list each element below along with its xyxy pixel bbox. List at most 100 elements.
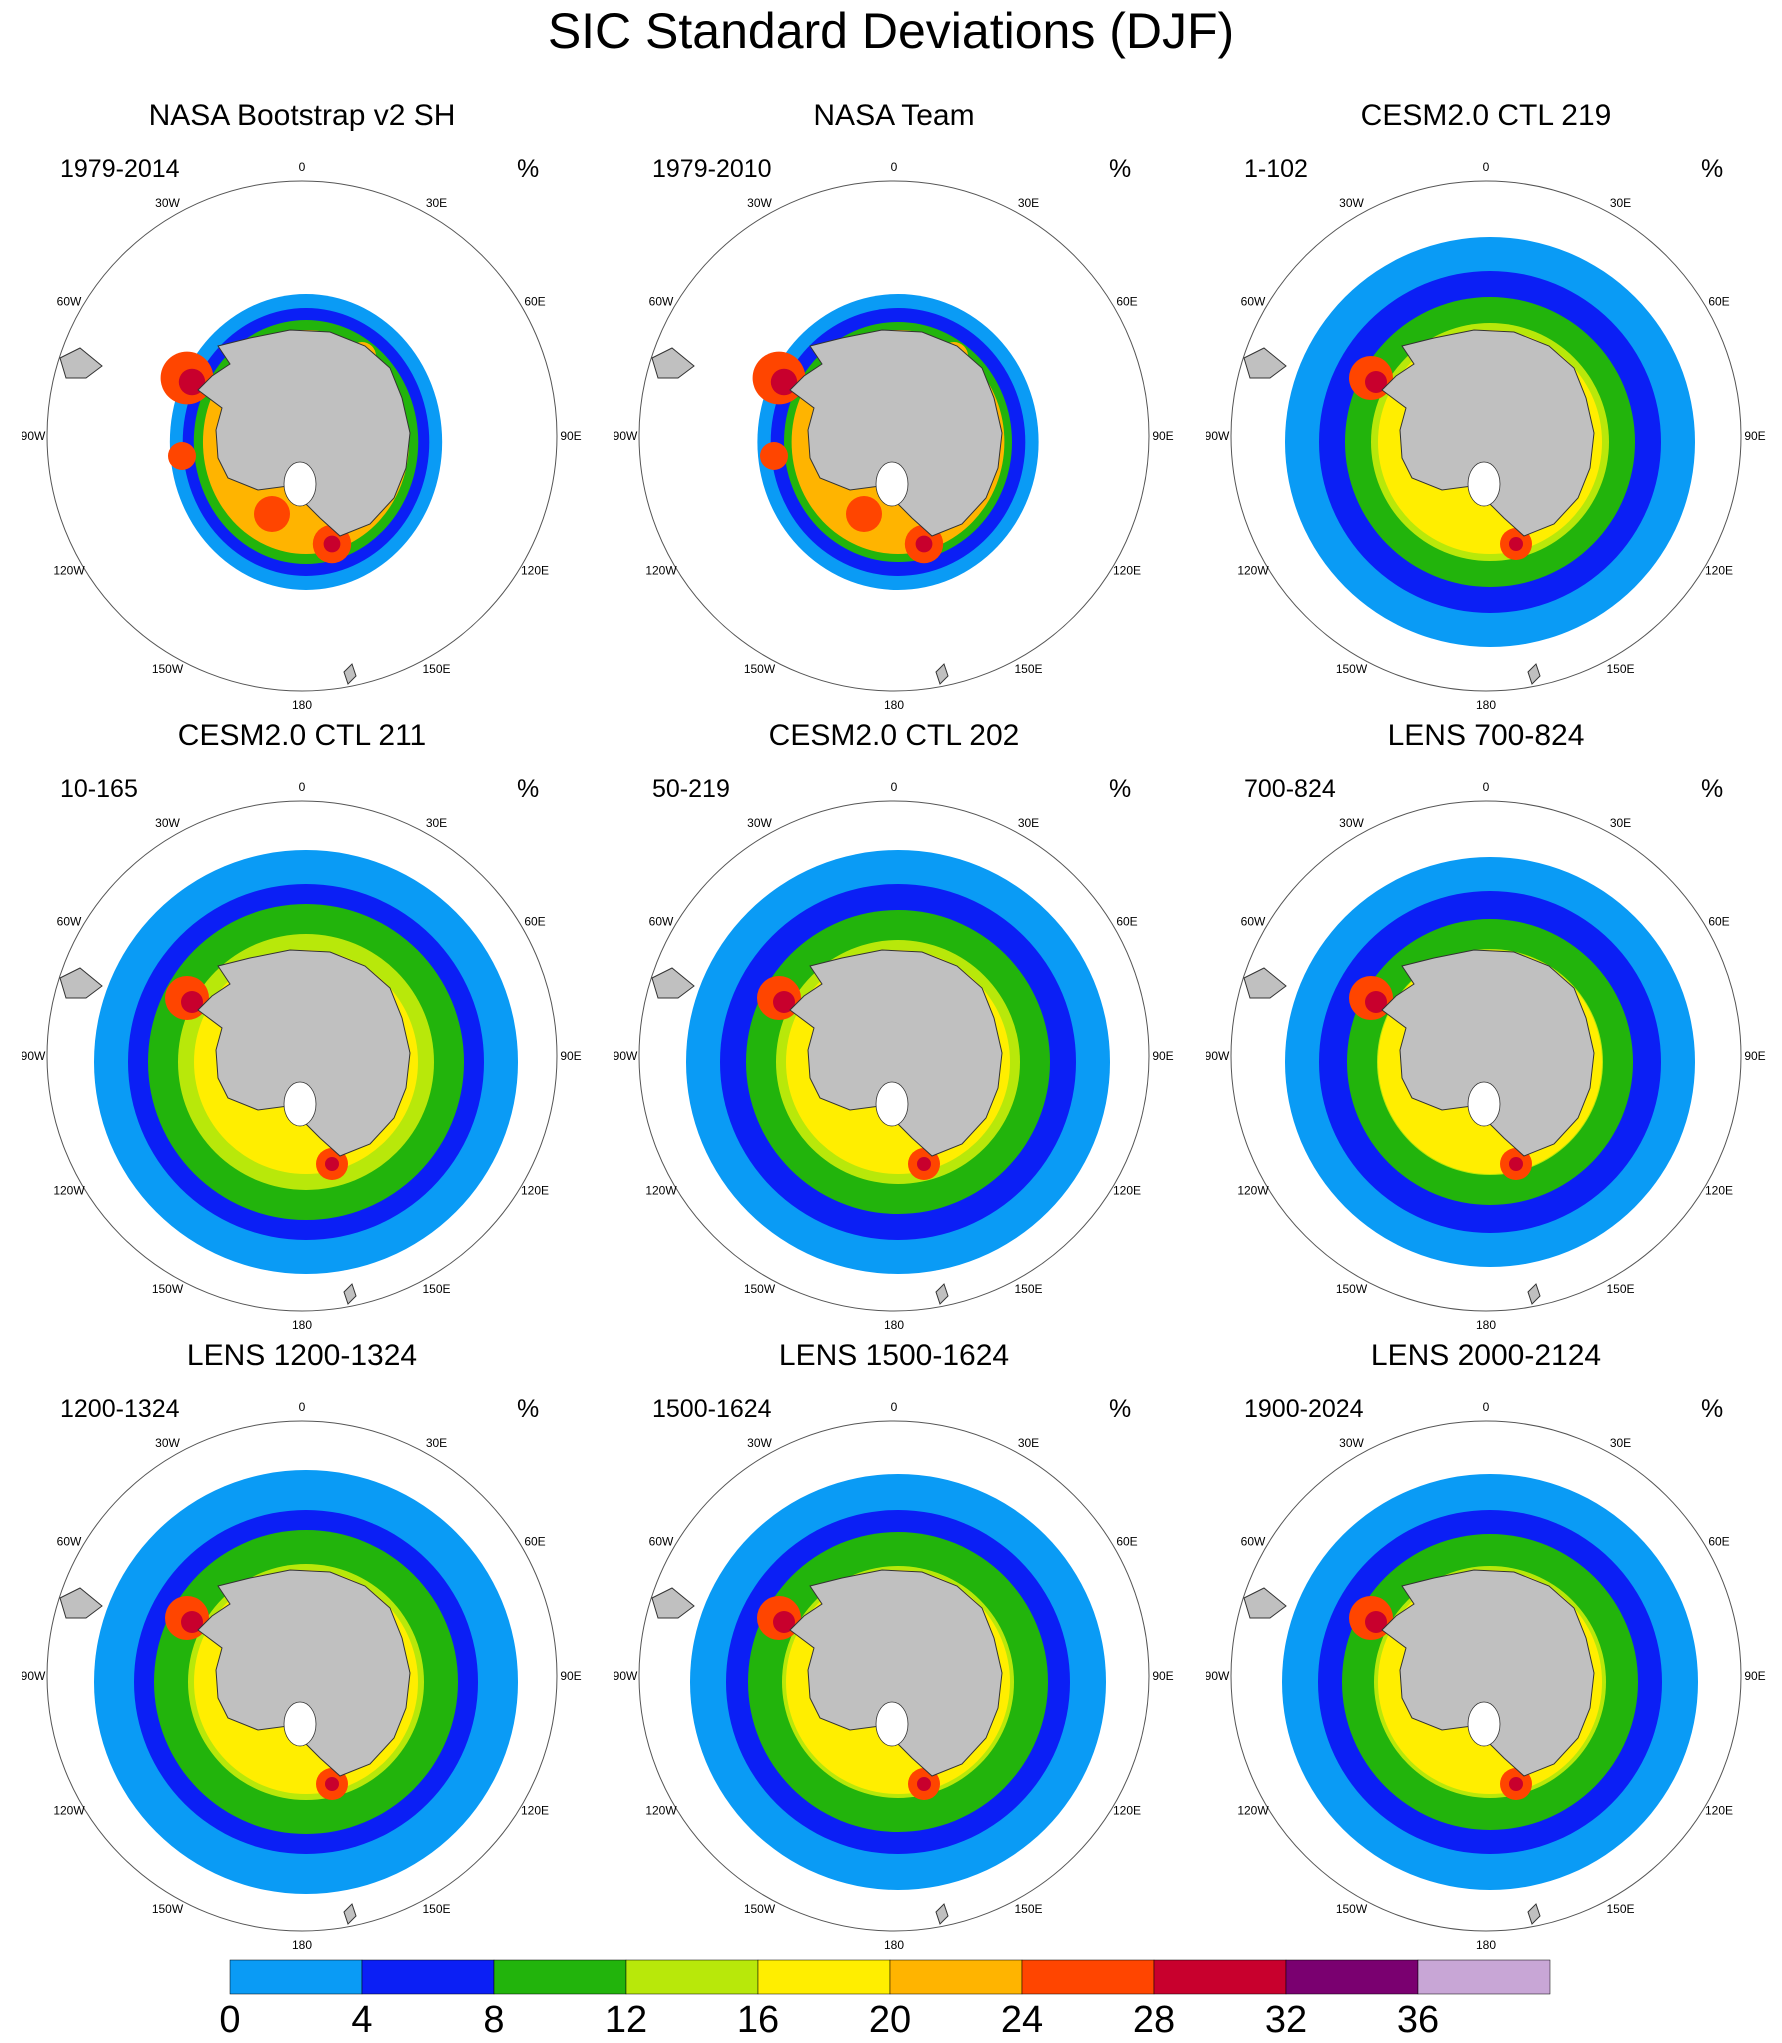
new-zealand-land [1527, 1283, 1541, 1305]
sic-hotspot [773, 1611, 795, 1633]
longitude-label: 90E [1152, 1049, 1173, 1063]
longitude-label: 120W [1237, 1804, 1269, 1818]
polar-map: 0 30E 60E 90E 120E 150E 180 150W 120W 90W 60W 30W [22, 160, 582, 712]
longitude-label: 150W [1336, 662, 1368, 676]
longitude-label: 150E [1014, 1282, 1042, 1296]
map-panel: LENS 1200-1324 1200-1324% 0 30E 60E 90E 120E 15… [22, 1338, 582, 1958]
panel-units: % [1701, 775, 1724, 803]
longitude-label: 30W [1339, 816, 1364, 830]
panel-period: 1200-1324 [60, 1395, 180, 1423]
longitude-label: 90E [1744, 1049, 1765, 1063]
longitude-label: 180 [884, 1938, 904, 1952]
sic-hotspot [1509, 1157, 1523, 1171]
longitude-label: 60W [1241, 915, 1266, 929]
sic-hotspot [168, 442, 196, 470]
longitude-label: 60W [1241, 1535, 1266, 1549]
longitude-label: 60W [57, 295, 82, 309]
longitude-label: 150E [1014, 662, 1042, 676]
ice-shelf [1467, 1701, 1501, 1747]
longitude-label: 0 [299, 780, 306, 794]
longitude-label: 180 [884, 1318, 904, 1332]
sic-hotspot [1365, 371, 1387, 393]
map-panel: CESM2.0 CTL 211 10-165% 0 30E 60E 90E 120E 150E… [22, 718, 582, 1338]
longitude-label: 180 [1476, 1938, 1496, 1952]
colorbar-segment [757, 1959, 891, 1995]
colorbar-tick-label: 36 [1397, 1999, 1439, 2041]
antarctica-land [1381, 1569, 1595, 1777]
colorbar-tick-label: 0 [219, 1999, 240, 2041]
longitude-label: 30W [1339, 196, 1364, 210]
panel-period: 1500-1624 [652, 1395, 772, 1423]
polar-map: 0 30E 60E 90E 120E 150E 180 150W 120W 90W 60W 30W [1206, 780, 1766, 1332]
sic-hotspot [325, 1777, 339, 1791]
longitude-label: 30E [1610, 196, 1631, 210]
panel-period: 1979-2014 [60, 155, 180, 183]
ice-shelf [875, 461, 909, 507]
longitude-label: 120W [645, 564, 677, 578]
ice-shelf [1467, 461, 1501, 507]
longitude-label: 120W [645, 1184, 677, 1198]
longitude-label: 180 [292, 698, 312, 712]
panel-title: LENS 1200-1324 [186, 1339, 418, 1372]
polar-map: 0 30E 60E 90E 120E 150E 180 150W 120W 90W 60W 30W [22, 1400, 582, 1952]
longitude-label: 120E [521, 1184, 549, 1198]
sic-hotspot [770, 368, 798, 396]
south-america-land [1243, 347, 1287, 379]
longitude-label: 180 [884, 698, 904, 712]
longitude-label: 60W [649, 915, 674, 929]
longitude-label: 120W [53, 1184, 85, 1198]
longitude-label: 90W [614, 1669, 638, 1683]
map-panel: NASA Bootstrap v2 SH 1979-2014% 0 30E 60E 90E… [22, 98, 582, 718]
panel-units: % [1701, 155, 1724, 183]
new-zealand-land [1527, 663, 1541, 685]
sic-hotspot [323, 535, 341, 553]
longitude-label: 90E [560, 1669, 581, 1683]
panel-title: CESM2.0 CTL 219 [1360, 99, 1612, 132]
longitude-label: 150E [422, 1902, 450, 1916]
panel-period: 1979-2010 [652, 155, 772, 183]
map-panel: NASA Team 1979-2010% 0 30E 60E 90E 120E 150E 180… [614, 98, 1174, 718]
longitude-label: 60E [1116, 915, 1137, 929]
longitude-label: 90W [614, 1049, 638, 1063]
ice-shelf [283, 461, 317, 507]
colorbar-segment [889, 1959, 1023, 1995]
longitude-label: 120E [1705, 1804, 1733, 1818]
longitude-label: 180 [292, 1318, 312, 1332]
longitude-label: 30E [1610, 1436, 1631, 1450]
colorbar-tick-label: 16 [737, 1999, 779, 2041]
sic-hotspot [917, 1777, 931, 1791]
sic-hotspot [760, 442, 788, 470]
longitude-label: 90E [1152, 429, 1173, 443]
south-america-land [651, 1587, 695, 1619]
longitude-label: 60W [649, 295, 674, 309]
longitude-label: 30W [747, 196, 772, 210]
colorbar-tick-label: 8 [483, 1999, 504, 2041]
panel-period: 1-102 [1244, 155, 1308, 183]
panel-title: NASA Bootstrap v2 SH [148, 99, 456, 132]
sic-hotspot [181, 1611, 203, 1633]
south-america-land [59, 967, 103, 999]
panel-title: CESM2.0 CTL 202 [768, 719, 1020, 752]
sic-hotspot [773, 991, 795, 1013]
longitude-label: 30W [747, 816, 772, 830]
longitude-label: 60E [1708, 915, 1729, 929]
sic-hotspot [917, 1157, 931, 1171]
panel-units: % [1109, 775, 1132, 803]
longitude-label: 30E [1018, 196, 1039, 210]
longitude-label: 90W [22, 1669, 46, 1683]
longitude-label: 180 [292, 1938, 312, 1952]
panel-units: % [1109, 1395, 1132, 1423]
south-america-land [651, 347, 695, 379]
antarctica-land [1381, 949, 1595, 1157]
colorbar-tick-label: 24 [1001, 1999, 1043, 2041]
longitude-label: 150W [744, 1282, 776, 1296]
longitude-label: 120E [1113, 1184, 1141, 1198]
longitude-label: 150E [422, 1282, 450, 1296]
longitude-label: 60E [524, 915, 545, 929]
map-panel: LENS 2000-2124 1900-2024% 0 30E 60E 90E 120E 15… [1206, 1338, 1766, 1958]
longitude-label: 150W [152, 662, 184, 676]
new-zealand-land [343, 663, 357, 685]
longitude-label: 60E [1708, 295, 1729, 309]
longitude-label: 30W [747, 1436, 772, 1450]
colorbar-segment [625, 1959, 759, 1995]
